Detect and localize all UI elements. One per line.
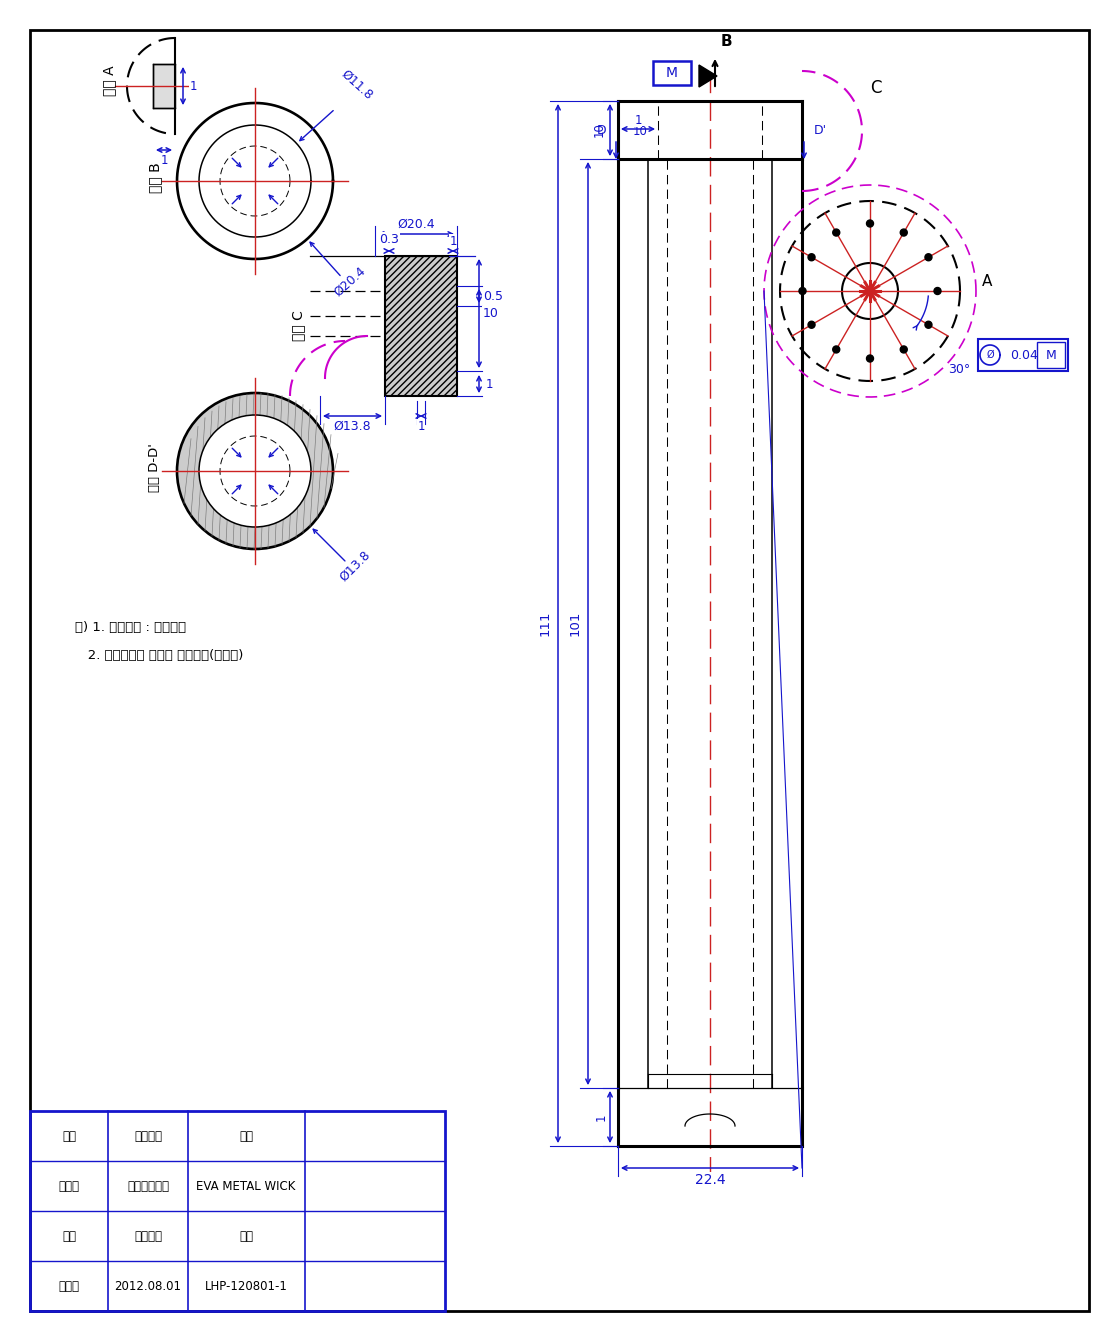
Text: 10: 10	[592, 122, 605, 137]
Text: Ø13.8: Ø13.8	[333, 420, 372, 433]
Text: Ø20.4: Ø20.4	[397, 217, 435, 231]
Text: 101: 101	[568, 610, 582, 636]
Text: M: M	[666, 66, 678, 80]
Text: 다나테크닉스: 다나테크닉스	[126, 1180, 169, 1192]
Circle shape	[808, 253, 815, 260]
Circle shape	[833, 229, 839, 236]
Text: 0.04: 0.04	[1010, 349, 1038, 362]
Bar	[30, 1110, 445, 1311]
Text: 1: 1	[160, 153, 168, 166]
Text: EVA METAL WICK: EVA METAL WICK	[196, 1180, 295, 1192]
Text: D': D'	[814, 123, 827, 137]
Text: 2012.08.01: 2012.08.01	[114, 1279, 181, 1293]
Text: 30°: 30°	[948, 363, 970, 375]
Circle shape	[866, 355, 874, 362]
Text: 1: 1	[594, 1113, 608, 1121]
Polygon shape	[699, 64, 717, 87]
Text: 0.3: 0.3	[379, 232, 399, 245]
Text: Ø11.8: Ø11.8	[339, 67, 376, 102]
Text: 0.5: 0.5	[483, 290, 504, 303]
Text: 단면 C: 단면 C	[291, 311, 305, 342]
FancyBboxPatch shape	[653, 60, 692, 84]
Circle shape	[833, 346, 839, 353]
Circle shape	[808, 322, 815, 329]
Text: 도명: 도명	[239, 1129, 253, 1143]
Text: 도번: 도번	[62, 1230, 76, 1243]
Text: 단면 D-D': 단면 D-D'	[149, 444, 161, 492]
Circle shape	[901, 229, 908, 236]
FancyBboxPatch shape	[1037, 342, 1065, 367]
Text: Ø13.8: Ø13.8	[337, 548, 373, 583]
Text: 단면 B: 단면 B	[148, 162, 162, 193]
Text: 설계날짜: 설계날짜	[134, 1230, 162, 1243]
Text: D: D	[596, 123, 606, 137]
Text: A: A	[982, 274, 993, 290]
Text: 1: 1	[417, 420, 425, 433]
Text: 22.4: 22.4	[695, 1173, 725, 1187]
Text: 설계기관: 설계기관	[134, 1129, 162, 1143]
Text: 도표: 도표	[239, 1230, 253, 1243]
Circle shape	[199, 414, 311, 527]
Text: 1: 1	[486, 378, 492, 390]
Text: 10: 10	[483, 307, 499, 320]
Text: M: M	[1045, 349, 1056, 362]
Circle shape	[934, 287, 941, 295]
Circle shape	[799, 287, 806, 295]
Circle shape	[901, 346, 908, 353]
Text: 과장님: 과장님	[58, 1279, 79, 1293]
Text: 1: 1	[189, 79, 197, 93]
Text: 1: 1	[634, 114, 642, 126]
Circle shape	[177, 393, 333, 548]
Text: 교정자: 교정자	[58, 1180, 79, 1192]
Text: LHP-120801-1: LHP-120801-1	[205, 1279, 288, 1293]
Text: 111: 111	[538, 610, 552, 636]
Circle shape	[866, 220, 874, 227]
Text: B: B	[721, 34, 733, 50]
Text: 작도: 작도	[62, 1129, 76, 1143]
Bar	[153, 64, 175, 109]
Bar	[385, 256, 457, 396]
Circle shape	[925, 322, 932, 329]
Text: 단면 A: 단면 A	[102, 66, 116, 97]
FancyBboxPatch shape	[978, 339, 1068, 371]
Circle shape	[925, 253, 932, 260]
Text: C: C	[869, 79, 882, 97]
Text: Ø20.4: Ø20.4	[331, 264, 368, 299]
Text: 1: 1	[449, 235, 457, 248]
Text: 주) 1. 치수표시 : 열처리전: 주) 1. 치수표시 : 열처리전	[75, 621, 186, 634]
Text: 10: 10	[632, 125, 648, 138]
Text: 2. 치수미기재 부분은 도면참조(과정의): 2. 치수미기재 부분은 도면참조(과정의)	[75, 649, 243, 662]
Text: Ø: Ø	[986, 350, 994, 359]
